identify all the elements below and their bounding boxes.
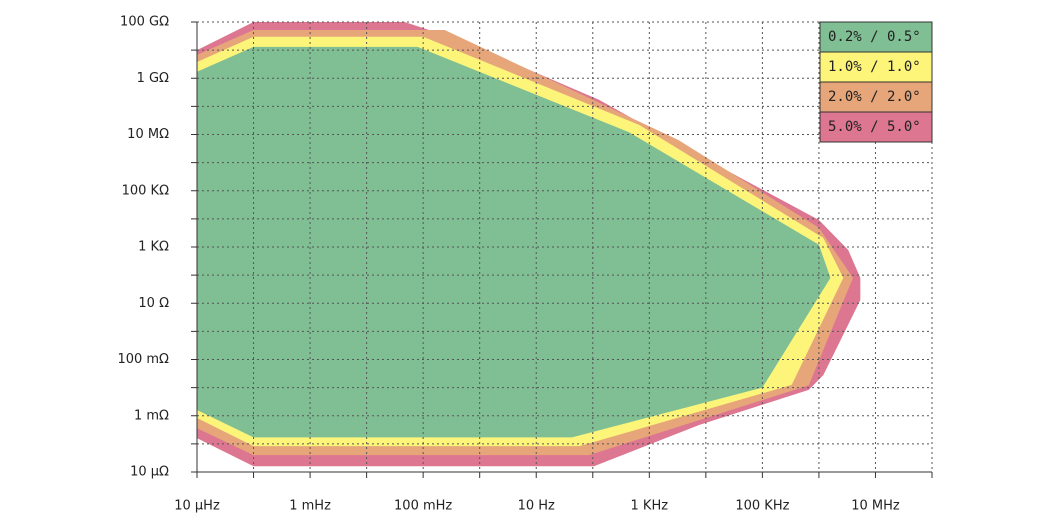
y-tick-label: 1 GΩ [137, 71, 169, 86]
legend-label: 5.0% / 5.0° [828, 119, 921, 135]
y-tick-label: 1 mΩ [134, 408, 169, 423]
accuracy-region [197, 46, 831, 438]
legend-label: 2.0% / 2.0° [828, 89, 921, 105]
x-tick-label: 100 mHz [394, 499, 452, 514]
x-tick-label: 10 Hz [518, 499, 555, 514]
x-tick-label: 100 KHz [735, 499, 789, 514]
x-tick-label: 10 µHz [174, 499, 220, 514]
legend-label: 0.2% / 0.5° [828, 29, 921, 45]
x-tick-label: 10 MHz [851, 499, 900, 514]
x-tick-label: 1 mHz [289, 499, 331, 514]
legend-label: 1.0% / 1.0° [828, 59, 921, 75]
legend-swatch [819, 111, 933, 143]
legend-swatch [819, 81, 933, 113]
y-tick-label: 10 Ω [138, 296, 169, 311]
y-tick-label: 10 µΩ [130, 465, 169, 480]
legend-swatch [819, 51, 933, 83]
y-tick-label: 1 KΩ [138, 240, 169, 255]
y-tick-label: 10 MΩ [127, 127, 169, 142]
y-tick-label: 100 KΩ [122, 183, 169, 198]
y-tick-label: 100 GΩ [120, 15, 169, 30]
y-tick-label: 100 mΩ [117, 352, 169, 367]
legend-swatch [819, 21, 933, 53]
x-tick-label: 1 KHz [631, 499, 669, 514]
